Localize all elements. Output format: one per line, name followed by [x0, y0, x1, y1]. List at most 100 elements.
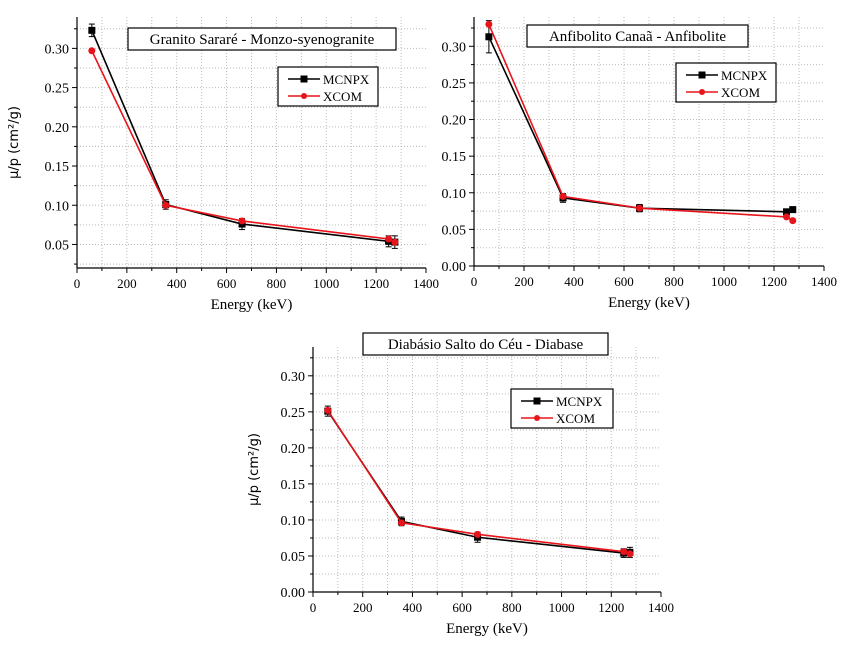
x-tick-label: 1400 [811, 274, 837, 289]
x-tick-label: 200 [353, 600, 373, 615]
y-tick-label: 0.05 [442, 223, 467, 238]
y-tick-label: 0.05 [45, 238, 70, 253]
x-tick-label: 800 [502, 600, 522, 615]
series-line [488, 24, 794, 222]
x-tick-label: 0 [471, 274, 478, 289]
chart-title-box [362, 332, 609, 356]
legend-label: MCNPX [556, 394, 603, 409]
series-xcom [88, 47, 399, 246]
x-axis-label: Energy (keV) [608, 295, 690, 311]
x-tick-label: 1000 [313, 276, 339, 291]
y-tick-label: 0.30 [442, 40, 467, 55]
x-tick-label: 0 [310, 600, 317, 615]
data-point [238, 217, 246, 225]
y-axis-label: μ/p (cm²/g) [247, 433, 262, 506]
data-point [620, 548, 628, 556]
chart-3: 0 200 400 600 800 1000 1200 1400 0.00 0.05 0.10 0.1… [247, 332, 674, 637]
chart-title: Diabásio Salto do Céu - Diabase [388, 337, 584, 353]
legend-marker [534, 415, 540, 421]
x-tick-label: 1000 [711, 274, 737, 289]
x-tick-label: 400 [564, 274, 584, 289]
x-tick-label: 1200 [363, 276, 389, 291]
legend-marker [698, 71, 706, 79]
legend-label: XCOM [721, 85, 760, 100]
y-tick-label: 0.10 [281, 514, 306, 529]
data-point [783, 213, 790, 221]
y-tick-label: 0.10 [442, 187, 467, 202]
x-tick-label: 1400 [413, 276, 439, 291]
data-point [474, 530, 482, 538]
y-tick-label: 0.30 [45, 42, 70, 57]
x-tick-label: 0 [74, 276, 81, 291]
x-tick-label: 800 [267, 276, 287, 291]
x-tick-label: 400 [167, 276, 187, 291]
series-xcom [485, 20, 797, 225]
x-tick-label: 600 [217, 276, 237, 291]
legend: MCNPX XCOM [675, 62, 777, 103]
y-tick-label: 0.10 [45, 199, 70, 214]
y-axis-label: μ/p (cm²/g) [7, 106, 22, 179]
y-tick-label: 0.20 [45, 121, 70, 136]
legend-label: MCNPX [323, 72, 370, 87]
series-mcnpx [485, 20, 797, 216]
x-tick-label: 600 [452, 600, 472, 615]
data-point [789, 206, 797, 214]
data-point [636, 204, 643, 212]
legend-label: MCNPX [721, 68, 768, 83]
chart-title-box [526, 24, 749, 48]
chart-title: Anfibolito Canaã - Anfibolite [549, 29, 726, 45]
x-tick-label: 600 [614, 274, 634, 289]
y-tick-label: 0.20 [281, 442, 306, 457]
y-tick-label: 0.00 [442, 260, 467, 275]
legend-box [277, 66, 379, 107]
y-tick-label: 0.25 [45, 82, 70, 97]
legend: MCNPX XCOM [510, 388, 614, 429]
legend-box [510, 388, 614, 429]
x-axis-label: Energy (keV) [446, 621, 528, 637]
legend-marker [301, 93, 307, 99]
x-axis-label: Energy (keV) [211, 297, 293, 313]
series-mcnpx [88, 23, 399, 249]
data-point [385, 235, 393, 243]
x-tick-label: 400 [403, 600, 423, 615]
legend-box [675, 62, 777, 103]
data-point [783, 208, 790, 216]
y-tick-label: 0.00 [281, 586, 306, 601]
data-point [626, 550, 634, 558]
data-point [485, 20, 493, 28]
data-point [559, 192, 567, 200]
x-tick-label: 1000 [549, 600, 575, 615]
series-xcom [324, 406, 634, 558]
chart-title-box [127, 27, 397, 51]
data-point [162, 201, 170, 209]
x-tick-label: 200 [117, 276, 137, 291]
y-tick-label: 0.15 [442, 150, 467, 165]
data-point [88, 26, 96, 34]
chart-2: 0 200 400 600 800 1000 1200 1400 0.00 0.05 0.10 0.1… [442, 17, 837, 311]
x-tick-label: 800 [664, 274, 684, 289]
legend-label: XCOM [556, 411, 595, 426]
y-tick-label: 0.25 [281, 406, 306, 421]
legend: MCNPX XCOM [277, 66, 379, 107]
legend-label: XCOM [323, 89, 362, 104]
y-tick-label: 0.30 [281, 370, 306, 385]
data-point [88, 47, 96, 55]
chart-1: 0 200 400 600 800 1000 1200 1400 0.05 0.10 0.15 0.2… [7, 17, 439, 313]
y-tick-label: 0.15 [281, 478, 306, 493]
x-tick-label: 1200 [761, 274, 787, 289]
legend-marker [533, 397, 541, 405]
series-line [91, 30, 395, 243]
y-tick-label: 0.20 [442, 114, 467, 129]
data-point [324, 406, 332, 414]
y-tick-label: 0.15 [45, 160, 70, 175]
chart-title: Granito Sararé - Monzo-syenogranite [150, 32, 375, 48]
legend-marker [699, 89, 705, 95]
data-point [397, 519, 405, 527]
y-tick-label: 0.05 [281, 550, 306, 565]
x-tick-label: 1400 [648, 600, 674, 615]
data-point [485, 33, 493, 41]
legend-marker [300, 75, 308, 83]
x-tick-label: 200 [514, 274, 534, 289]
data-point [391, 238, 399, 246]
